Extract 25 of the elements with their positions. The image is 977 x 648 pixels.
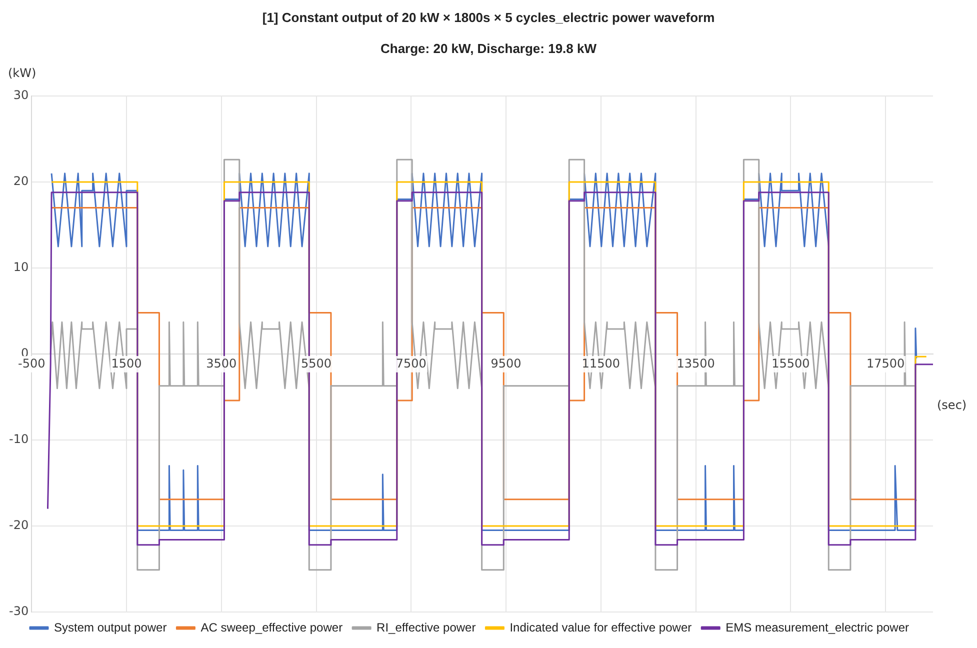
x-tick-label: 3500 — [206, 356, 237, 370]
legend-label: System output power — [54, 620, 167, 634]
x-tick-label: 11500 — [582, 356, 620, 370]
x-axis-title: (sec) — [937, 398, 967, 412]
x-tick-label: -500 — [18, 356, 46, 370]
legend-label: AC sweep_effective power — [200, 620, 343, 634]
y-axis-title: (kW) — [8, 66, 36, 80]
chart-subtitle: Charge: 20 kW, Discharge: 19.8 kW — [379, 41, 598, 56]
legend-label: EMS measurement_electric power — [726, 620, 910, 634]
x-tick-label: 7500 — [396, 356, 426, 370]
x-tick-label: 9500 — [490, 356, 522, 370]
y-tick-label: -10 — [8, 432, 29, 446]
y-tick-label: -30 — [8, 604, 29, 618]
y-tick-label: -20 — [8, 518, 29, 532]
chart-title: [1] Constant output of 20 kW × 1800s × 5 cycles_electric power waveform — [261, 10, 716, 25]
y-tick-label: 30 — [13, 88, 29, 102]
legend-label: RI_effective power — [376, 620, 476, 634]
x-tick-label: 5500 — [300, 356, 332, 370]
x-tick-label: 13500 — [676, 356, 715, 370]
x-tick-label: 17500 — [866, 356, 905, 370]
legend-label: Indicated value for effective power — [510, 620, 692, 634]
y-tick-label: 10 — [13, 260, 29, 274]
x-tick-label: 1500 — [111, 356, 142, 370]
y-tick-label: 20 — [13, 174, 29, 188]
x-tick-label: 15500 — [772, 356, 810, 370]
